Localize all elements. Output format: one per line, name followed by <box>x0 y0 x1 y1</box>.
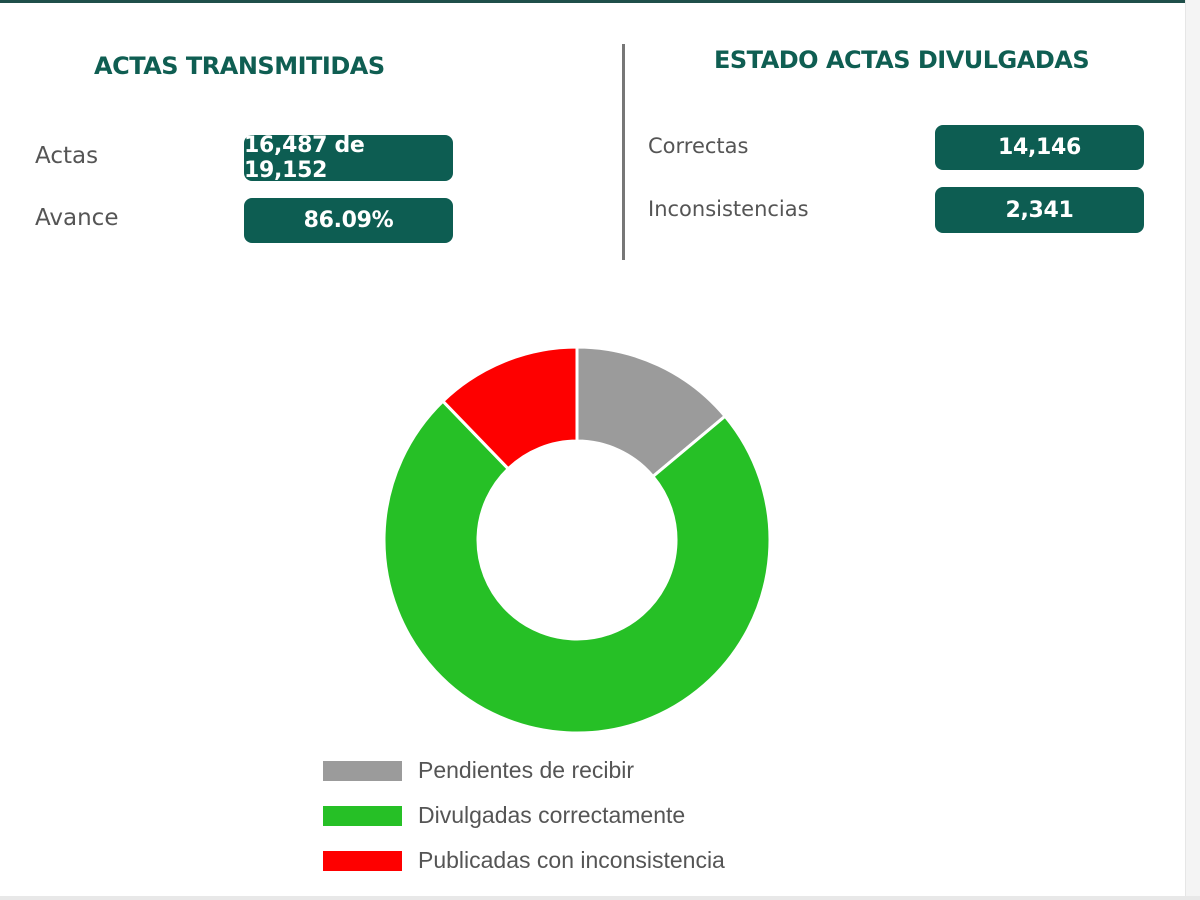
actas-transmitidas-title: ACTAS TRANSMITIDAS <box>94 52 385 80</box>
scrollbar-track[interactable] <box>1185 0 1200 900</box>
section-divider <box>622 44 625 260</box>
donut-slice-2[interactable] <box>440 345 579 471</box>
legend-label: Divulgadas correctamente <box>418 802 686 828</box>
legend-swatch <box>323 850 402 871</box>
avance-value: 86.09% <box>244 198 453 243</box>
correctas-value: 14,146 <box>935 125 1144 170</box>
legend-item[interactable]: Divulgadas correctamente <box>323 802 685 829</box>
top-bar <box>0 0 1200 3</box>
donut-slice-1[interactable] <box>382 399 772 735</box>
inconsistencias-label: Inconsistencias <box>648 197 809 221</box>
bottom-edge <box>0 896 1200 900</box>
correctas-label: Correctas <box>648 134 749 158</box>
legend-item[interactable]: Pendientes de recibir <box>323 757 634 784</box>
legend-swatch <box>323 760 402 781</box>
legend-swatch <box>323 805 402 826</box>
actas-value: 16,487 de 19,152 <box>244 133 453 183</box>
legend-label: Publicadas con inconsistencia <box>418 847 725 873</box>
legend-item[interactable]: Publicadas con inconsistencia <box>323 847 725 874</box>
actas-label: Actas <box>35 143 99 169</box>
avance-label: Avance <box>35 205 119 231</box>
legend-label: Pendientes de recibir <box>418 757 635 783</box>
inconsistencias-value: 2,341 <box>935 187 1144 233</box>
estado-actas-title: ESTADO ACTAS DIVULGADAS <box>714 46 1090 74</box>
